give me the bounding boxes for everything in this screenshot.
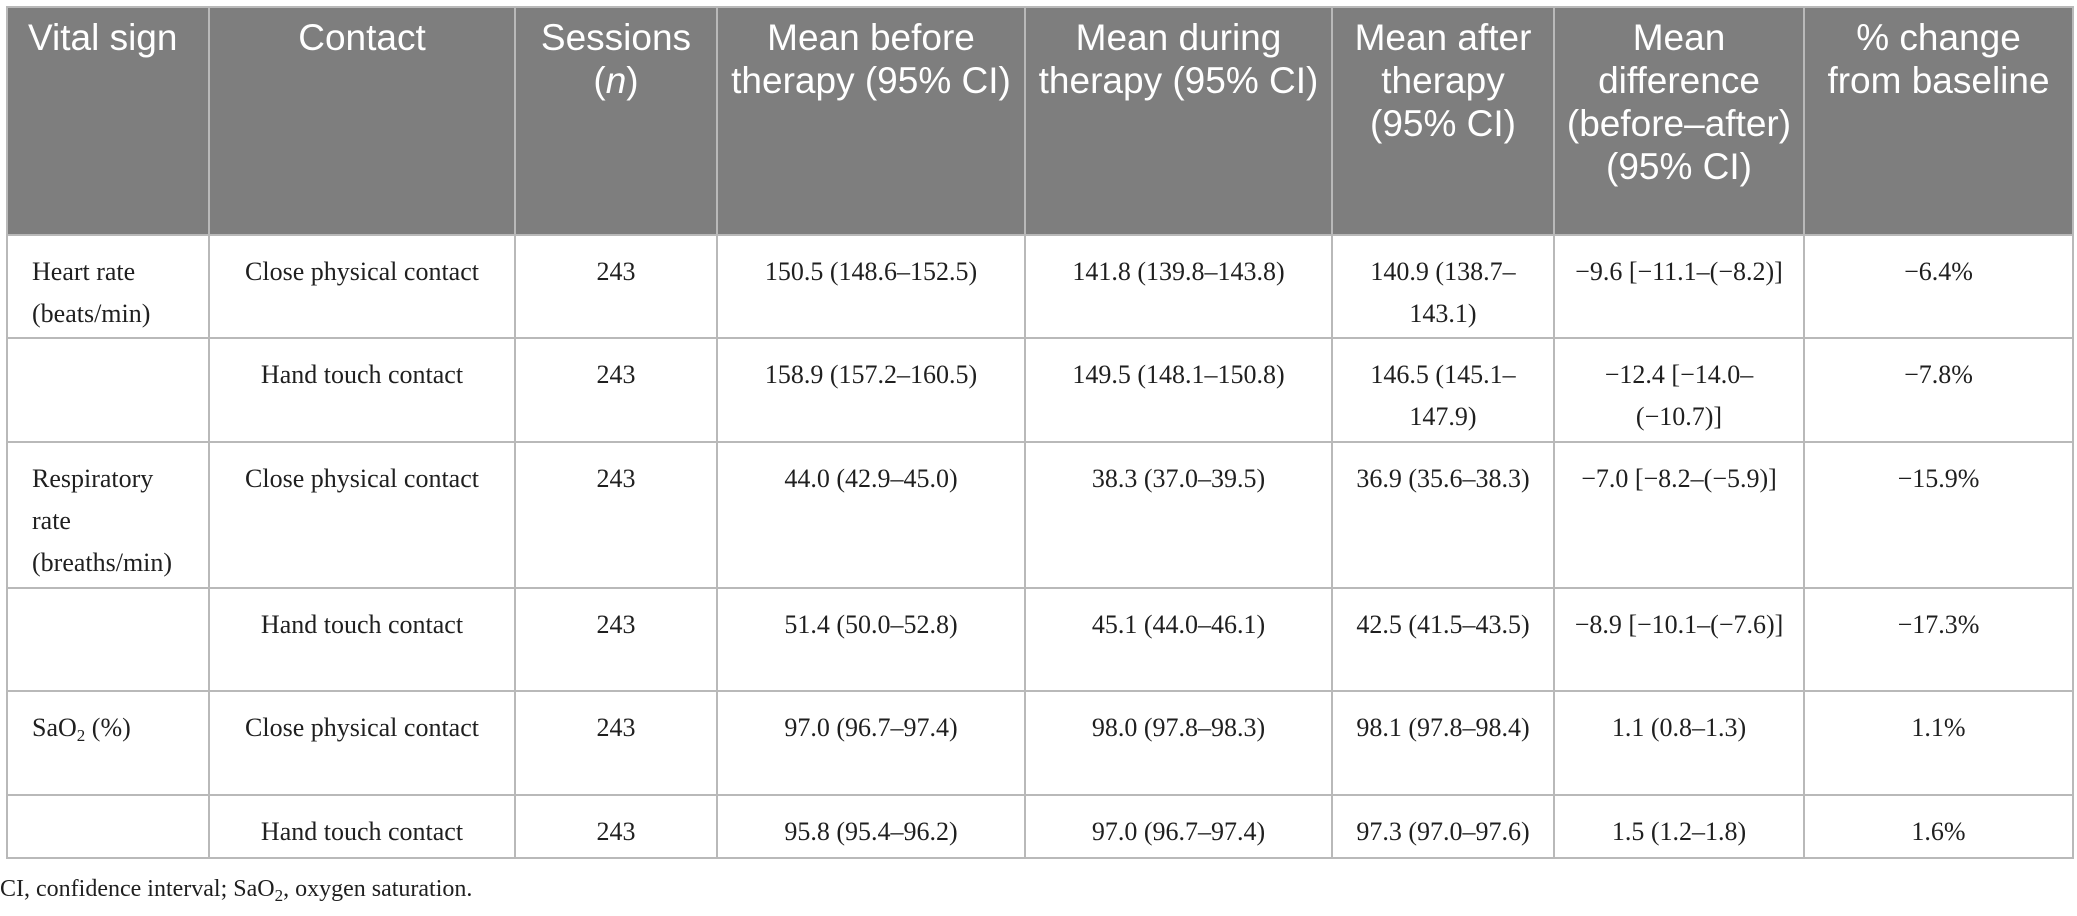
table-footnote: CI, confidence interval; SaO2, oxygen sa…	[0, 874, 472, 904]
cell-pct-change: 1.1%	[1803, 690, 2074, 796]
header-contact: Contact	[208, 6, 516, 236]
cell-difference: −9.6 [−11.1–(−8.2)]	[1553, 234, 1805, 339]
cell-before: 51.4 (50.0–52.8)	[716, 587, 1026, 692]
cell-before: 44.0 (42.9–45.0)	[716, 441, 1026, 589]
cell-during: 149.5 (148.1–150.8)	[1024, 337, 1333, 443]
cell-vital-sign: Heart rate (beats/min)	[6, 234, 210, 339]
header-row: Vital sign Contact Sessions (n) Mean bef…	[6, 6, 2074, 236]
cell-pct-change: 1.6%	[1803, 794, 2074, 859]
header-sessions-text: Sessions (	[540, 17, 692, 101]
table-row: Respiratory rate (breaths/min) Close phy…	[6, 441, 2074, 589]
cell-sessions: 243	[514, 690, 718, 796]
cell-pct-change: −15.9%	[1803, 441, 2074, 589]
cell-sessions: 243	[514, 587, 718, 692]
cell-during: 45.1 (44.0–46.1)	[1024, 587, 1333, 692]
table-row: SaO2 (%) Close physical contact 243 97.0…	[6, 690, 2074, 796]
cell-contact: Hand touch contact	[208, 794, 516, 859]
cell-during: 98.0 (97.8–98.3)	[1024, 690, 1333, 796]
cell-during: 38.3 (37.0–39.5)	[1024, 441, 1333, 589]
cell-contact: Close physical contact	[208, 234, 516, 339]
cell-before: 97.0 (96.7–97.4)	[716, 690, 1026, 796]
cell-pct-change: −7.8%	[1803, 337, 2074, 443]
cell-difference: 1.5 (1.2–1.8)	[1553, 794, 1805, 859]
cell-vital-sign	[6, 794, 210, 859]
cell-contact: Close physical contact	[208, 690, 516, 796]
footnote-subscript: 2	[274, 886, 284, 905]
cell-sessions: 243	[514, 337, 718, 443]
cell-contact: Hand touch contact	[208, 337, 516, 443]
cell-difference: 1.1 (0.8–1.3)	[1553, 690, 1805, 796]
cell-pct-change: −17.3%	[1803, 587, 2074, 692]
footnote-text: CI, confidence interval; SaO	[0, 876, 275, 902]
cell-after: 98.1 (97.8–98.4)	[1331, 690, 1555, 796]
cell-after: 97.3 (97.0–97.6)	[1331, 794, 1555, 859]
header-mean-after: Mean after therapy (95% CI)	[1331, 6, 1555, 236]
sao2-unit: (%)	[85, 713, 131, 742]
cell-difference: −7.0 [−8.2–(−5.9)]	[1553, 441, 1805, 589]
table-row: Hand touch contact 243 51.4 (50.0–52.8) …	[6, 587, 2074, 692]
cell-before: 95.8 (95.4–96.2)	[716, 794, 1026, 859]
sao2-label: SaO	[32, 713, 77, 742]
cell-before: 150.5 (148.6–152.5)	[716, 234, 1026, 339]
cell-after: 36.9 (35.6–38.3)	[1331, 441, 1555, 589]
cell-contact: Hand touch contact	[208, 587, 516, 692]
vital-signs-table: Vital sign Contact Sessions (n) Mean bef…	[6, 6, 2074, 859]
sao2-subscript: 2	[76, 726, 86, 745]
cell-sessions: 243	[514, 794, 718, 859]
cell-sessions: 243	[514, 441, 718, 589]
header-vital-sign: Vital sign	[6, 6, 210, 236]
cell-pct-change: −6.4%	[1803, 234, 2074, 339]
cell-difference: −8.9 [−10.1–(−7.6)]	[1553, 587, 1805, 692]
cell-during: 141.8 (139.8–143.8)	[1024, 234, 1333, 339]
header-sessions-close: )	[626, 60, 639, 101]
table-row: Heart rate (beats/min) Close physical co…	[6, 234, 2074, 339]
footnote-text-end: , oxygen saturation.	[283, 876, 473, 902]
cell-difference: −12.4 [−14.0–(−10.7)]	[1553, 337, 1805, 443]
header-mean-during: Mean during therapy (95% CI)	[1024, 6, 1333, 236]
cell-after: 42.5 (41.5–43.5)	[1331, 587, 1555, 692]
table-row: Hand touch contact 243 95.8 (95.4–96.2) …	[6, 794, 2074, 859]
header-pct-change: % change from baseline	[1803, 6, 2074, 236]
cell-after: 140.9 (138.7–143.1)	[1331, 234, 1555, 339]
cell-vital-sign: Respiratory rate (breaths/min)	[6, 441, 210, 589]
table-row: Hand touch contact 243 158.9 (157.2–160.…	[6, 337, 2074, 443]
cell-during: 97.0 (96.7–97.4)	[1024, 794, 1333, 859]
cell-vital-sign	[6, 587, 210, 692]
cell-vital-sign	[6, 337, 210, 443]
header-sessions: Sessions (n)	[514, 6, 718, 236]
cell-contact: Close physical contact	[208, 441, 516, 589]
cell-after: 146.5 (145.1–147.9)	[1331, 337, 1555, 443]
cell-vital-sign: SaO2 (%)	[6, 690, 210, 796]
header-mean-difference: Mean difference (before–after) (95% CI)	[1553, 6, 1805, 236]
cell-before: 158.9 (157.2–160.5)	[716, 337, 1026, 443]
cell-sessions: 243	[514, 234, 718, 339]
header-sessions-n: n	[605, 60, 627, 101]
header-mean-before: Mean before therapy (95% CI)	[716, 6, 1026, 236]
